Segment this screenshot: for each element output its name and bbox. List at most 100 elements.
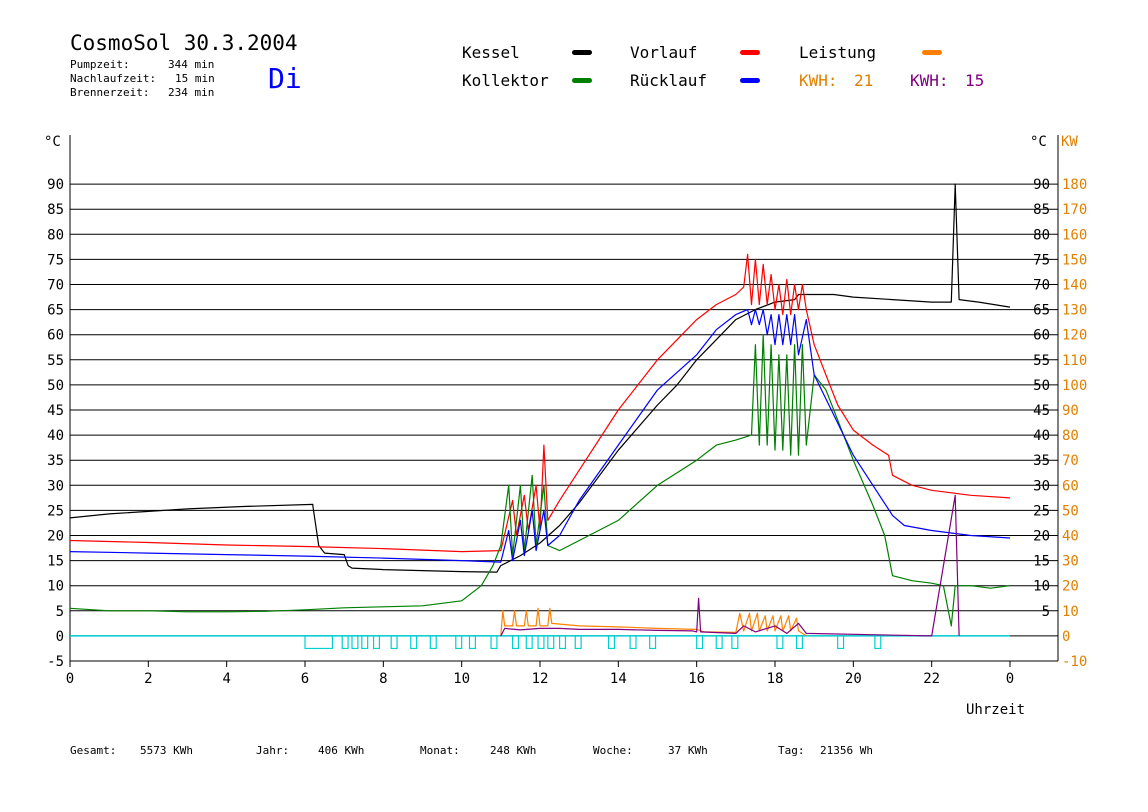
y-axis-label-right-c: °C [1030,134,1047,150]
y-tick-label-right: 20 [1033,529,1050,545]
y-tick-label: 50 [47,378,64,394]
legend-swatch [922,50,942,55]
kw-tick-label: 20 [1062,579,1079,595]
y-tick-label: 55 [47,353,64,369]
pump-pulse [795,635,804,650]
y-axis-label-left: °C [44,134,61,150]
y-tick-label: 65 [47,303,64,319]
series-line-unnamed [500,494,960,637]
kwh-value: 15 [965,71,984,90]
y-axis-left: -5 0 5 10 15 20 25 30 35 40 45 50 55 60 65 70 75 80 85 90 [47,177,64,670]
y-tick-label-right: 70 [1033,278,1050,294]
pump-pulse [715,635,723,650]
kw-tick-label: 180 [1062,177,1087,193]
footer-value: 248 KWh [490,744,536,757]
series-line-r-cklauf [69,309,1011,563]
kw-tick-label: 30 [1062,554,1079,570]
y-tick-label: 60 [47,328,64,344]
pump-pulse [696,635,704,650]
y-tick-label-right: 65 [1033,303,1050,319]
chart-title: CosmoSol 30.3.2004 [70,31,298,55]
kw-tick-label: 60 [1062,478,1079,494]
kw-tick-label: 80 [1062,428,1079,444]
kwh-label: KWH: [799,71,838,90]
pump-pulse [429,635,437,650]
weekday-label: Di [268,62,302,95]
pump-pulse [574,635,582,650]
pump-pulse [629,635,637,650]
y-tick-label: 5 [56,604,64,620]
pump-pulse [304,635,334,650]
pump-pulse [511,635,520,650]
kw-tick-label: -10 [1062,654,1087,670]
series-line-kollektor [69,334,1011,627]
y-tick-label-right: 10 [1033,579,1050,595]
y-tick-label: 0 [56,629,64,645]
kw-tick-label: 10 [1062,604,1079,620]
footer-label: Woche: [593,744,633,757]
x-tick-label: 12 [532,671,549,687]
x-tick-label: 16 [688,671,705,687]
pump-markers [70,635,1010,650]
pump-pulse [361,635,369,650]
x-tick-label: 4 [222,671,230,687]
legend-label: Rücklauf [630,71,707,90]
y-tick-label: 15 [47,554,64,570]
kw-tick-label: 160 [1062,227,1087,243]
legend-swatch [740,78,760,83]
y-axis-right: 5 10 15 20 25 30 35 40 45 50 55 60 65 70 75 80 85 90 -10 0 1… [1033,177,1087,670]
footer-label: Gesamt: [70,744,116,757]
footer-stats: Gesamt: 5573 KWh Jahr: 406 KWh Monat: 24… [70,744,873,757]
pump-pulse [390,635,398,650]
pump-pulse [837,635,845,650]
y-tick-label: 90 [47,177,64,193]
stat-label: Brennerzeit: [70,86,149,99]
pump-pulse [341,635,349,650]
legend-label: Kessel [462,43,520,62]
legend-swatch [572,78,592,83]
stat-label: Nachlaufzeit: [70,72,156,85]
y-tick-label-right: 30 [1033,478,1050,494]
y-tick-label: 80 [47,227,64,243]
kw-tick-label: 170 [1062,202,1087,218]
legend-label: Leistung [799,43,876,62]
pump-pulse [607,635,616,650]
y-tick-label-right: 75 [1033,252,1050,268]
series-lines [69,183,1011,637]
pump-pulse [649,635,657,650]
pump-pulse [372,635,381,650]
y-tick-label: 75 [47,252,64,268]
stat-label: Pumpzeit: [70,58,130,71]
y-tick-label: 85 [47,202,64,218]
footer-value: 406 KWh [318,744,364,757]
y-tick-label-right: 5 [1042,604,1050,620]
y-tick-label-right: 85 [1033,202,1050,218]
gridlines [69,135,1059,662]
legend-swatch [740,50,760,55]
y-tick-label: 25 [47,503,64,519]
kwh-value: 21 [854,71,873,90]
pump-pulse [547,635,555,650]
y-tick-label-right: 50 [1033,378,1050,394]
x-tick-label: 0 [1006,671,1014,687]
x-tick-label: 22 [923,671,940,687]
kw-tick-label: 100 [1062,378,1087,394]
kw-tick-label: 50 [1062,503,1079,519]
x-tick-label: 8 [379,671,387,687]
y-tick-label: 35 [47,453,64,469]
series-line-vorlauf [69,253,1011,553]
header-stats: Pumpzeit: 344 min Nachlaufzeit: 15 min B… [70,58,215,99]
kw-tick-label: 150 [1062,252,1087,268]
y-tick-label: 20 [47,529,64,545]
pump-pulse [731,635,739,650]
pump-pulse [410,635,418,650]
pump-pulse [776,635,784,650]
footer-label: Tag: [778,744,805,757]
y-axis-label-right-kw: KW [1061,134,1078,150]
y-tick-label: 40 [47,428,64,444]
y-tick-label-right: 35 [1033,453,1050,469]
x-axis: 0 2 4 6 8 10 12 14 16 18 20 22 0 [66,661,1014,687]
stat-value: 344 min [168,58,214,71]
kw-tick-label: 0 [1062,629,1070,645]
kw-tick-label: 40 [1062,529,1079,545]
